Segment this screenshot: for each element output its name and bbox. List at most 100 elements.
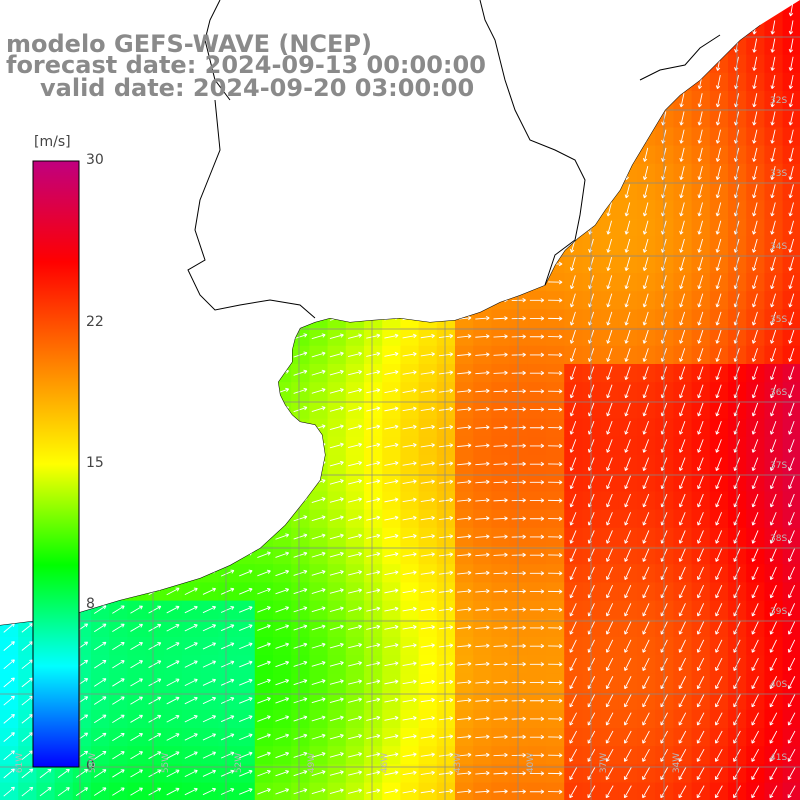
wind-arrow xyxy=(697,166,703,181)
wind-arrow xyxy=(624,220,631,235)
latitude-label: 40S xyxy=(770,680,788,690)
wind-arrow xyxy=(679,184,685,199)
wind-arrow xyxy=(752,166,758,181)
latitude-label: 36S xyxy=(770,388,788,398)
wind-arrow xyxy=(697,238,704,253)
wind-arrow xyxy=(752,74,758,90)
wind-arrow xyxy=(679,93,685,108)
wind-arrow xyxy=(715,111,721,126)
colorbar-unit-label: [m/s] xyxy=(34,134,71,150)
colorbar-tick-label: 22 xyxy=(86,313,104,330)
latitude-label: 38S xyxy=(770,534,788,544)
wind-arrow xyxy=(770,202,776,217)
wind-arrow xyxy=(770,238,776,253)
wind-arrow xyxy=(715,74,721,90)
wind-arrow xyxy=(770,166,776,181)
wind-arrow xyxy=(679,202,685,217)
wind-arrow xyxy=(715,238,722,253)
wind-arrow xyxy=(624,184,631,199)
wind-arrow xyxy=(752,129,758,144)
latitude-label: 37S xyxy=(770,461,788,471)
latitude-label: 35S xyxy=(770,315,788,325)
wind-arrow xyxy=(697,202,703,217)
wind-arrow xyxy=(752,238,758,253)
wind-arrow xyxy=(770,20,776,35)
wind-arrow xyxy=(752,184,758,199)
wind-arrow xyxy=(642,184,649,199)
longitude-label: 61W xyxy=(15,752,26,774)
wind-arrow xyxy=(642,147,649,162)
wind-arrow xyxy=(788,220,794,235)
wind-arrow xyxy=(788,238,795,253)
wind-arrow xyxy=(788,38,794,53)
wind-arrow xyxy=(752,38,758,53)
wind-arrow xyxy=(752,147,758,162)
wind-arrow xyxy=(770,38,776,53)
wind-arrow xyxy=(642,202,649,217)
longitude-label: 37W xyxy=(599,752,610,774)
wind-arrow xyxy=(570,257,576,271)
wind-arrow xyxy=(679,238,685,253)
wind-arrow xyxy=(788,129,794,144)
wind-arrow xyxy=(770,184,776,199)
wind-arrow xyxy=(679,129,685,144)
wind-arrow xyxy=(697,93,703,108)
latitude-label: 34S xyxy=(770,242,788,252)
latitude-label: 32S xyxy=(770,96,788,106)
title-valid-date: valid date: 2024-09-20 03:00:00 xyxy=(40,74,475,102)
wind-arrow xyxy=(715,147,721,162)
latitude-label: 39S xyxy=(770,607,788,617)
wind-arrow xyxy=(624,202,631,217)
wind-arrow xyxy=(788,184,794,199)
wind-arrow xyxy=(788,93,794,108)
longitude-label: 55W xyxy=(161,752,172,774)
wind-arrow xyxy=(606,202,612,217)
wind-arrow xyxy=(715,166,722,181)
wind-arrow xyxy=(752,56,758,71)
wind-arrow xyxy=(788,20,794,35)
wind-speed-cell xyxy=(782,782,800,800)
wind-arrow xyxy=(770,220,776,235)
longitude-label: 58W xyxy=(88,752,99,774)
wind-arrow xyxy=(697,147,703,162)
longitude-label: 34W xyxy=(672,752,683,774)
wind-arrow xyxy=(715,202,722,217)
latitude-label: 41S xyxy=(770,753,788,763)
wind-arrow xyxy=(697,184,703,199)
wind-arrow xyxy=(770,56,776,71)
wind-arrow xyxy=(770,74,776,90)
wind-arrow xyxy=(770,147,776,162)
colorbar-tick-label: 30 xyxy=(86,152,104,168)
longitude-label: 40W xyxy=(526,752,537,774)
wind-arrow xyxy=(679,220,685,235)
wind-arrow xyxy=(752,202,758,217)
wind-arrow xyxy=(642,238,649,253)
wind-arrow xyxy=(752,93,758,108)
longitude-label: 49W xyxy=(307,752,318,774)
wind-arrow xyxy=(770,129,776,144)
wind-arrow xyxy=(788,111,794,126)
wind-arrow xyxy=(715,93,721,108)
wind-arrow xyxy=(679,111,685,126)
wind-arrow xyxy=(788,56,794,71)
wind-arrow xyxy=(606,238,613,253)
wind-arrow xyxy=(697,129,703,144)
longitude-label: 43W xyxy=(453,752,464,774)
wind-arrow xyxy=(624,238,631,253)
wind-arrow xyxy=(715,184,722,199)
wind-arrow xyxy=(715,129,721,144)
longitude-label: 52W xyxy=(234,752,245,774)
wind-arrow xyxy=(606,220,612,235)
wind-arrow xyxy=(770,93,776,108)
longitude-label: 46W xyxy=(380,752,391,774)
wind-arrow xyxy=(642,220,649,235)
latitude-label: 33S xyxy=(770,169,788,179)
wind-arrow xyxy=(715,220,722,235)
wind-arrow xyxy=(788,74,794,90)
wind-arrow xyxy=(697,220,703,235)
wind-arrow xyxy=(788,166,794,181)
wind-arrow xyxy=(752,111,758,126)
wind-arrow xyxy=(679,166,685,181)
